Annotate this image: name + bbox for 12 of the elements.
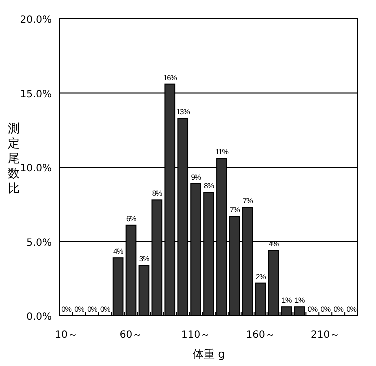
y-tick-label: 5.0%: [26, 238, 52, 249]
x-tick-label: 60～: [120, 330, 143, 341]
x-tick-label: 110～: [181, 330, 211, 341]
x-tick-label: 210～: [311, 330, 340, 341]
y-tick-label: 15.0%: [20, 89, 52, 100]
y-axis-title: 測定尾数比: [8, 122, 20, 196]
y-tick-label: 20.0%: [20, 15, 52, 26]
y-tick-label: 10.0%: [20, 164, 52, 174]
x-tick-label: 160～: [246, 330, 276, 341]
x-axis-title: 体重 g: [192, 348, 226, 361]
x-tick-label: 10～: [55, 330, 78, 341]
y-tick-label: 0.0%: [26, 312, 52, 323]
